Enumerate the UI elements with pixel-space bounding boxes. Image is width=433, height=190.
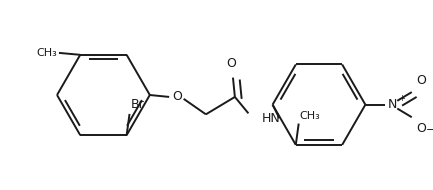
Text: CH₃: CH₃ <box>36 48 57 58</box>
Text: CH₃: CH₃ <box>300 111 320 121</box>
Text: O: O <box>172 90 182 103</box>
Text: Br: Br <box>130 98 144 111</box>
Text: O: O <box>417 74 427 87</box>
Text: +: + <box>398 94 405 103</box>
Text: O: O <box>417 122 427 135</box>
Text: O: O <box>226 57 236 70</box>
Text: N: N <box>388 98 397 111</box>
Text: HN: HN <box>262 112 281 125</box>
Text: −: − <box>426 125 433 135</box>
